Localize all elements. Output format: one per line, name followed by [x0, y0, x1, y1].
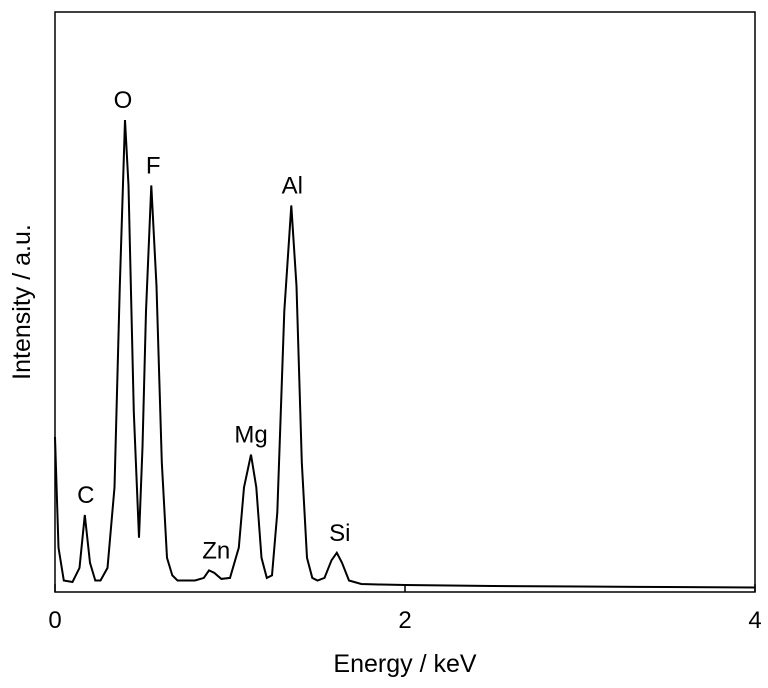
peak-label-al: Al: [282, 173, 303, 200]
peak-label-o: O: [114, 87, 133, 114]
peak-label-mg: Mg: [234, 422, 267, 449]
x-axis-title: Energy / keV: [333, 650, 476, 678]
peak-label-zn: Zn: [202, 537, 230, 564]
peak-label-c: C: [77, 482, 94, 509]
peak-label-si: Si: [329, 520, 350, 547]
x-tick-label: 2: [398, 607, 411, 634]
plot-frame: [54, 11, 756, 593]
peak-label-f: F: [146, 152, 161, 179]
x-tick-label: 4: [748, 607, 761, 634]
x-tick-label: 0: [48, 607, 61, 634]
x-ticks: 0 2 4: [48, 584, 762, 634]
y-axis-title: Intensity / a.u.: [8, 224, 36, 380]
spectrum-line: [54, 119, 756, 589]
peak-labels: C O F Zn Mg Al Si: [77, 87, 350, 564]
